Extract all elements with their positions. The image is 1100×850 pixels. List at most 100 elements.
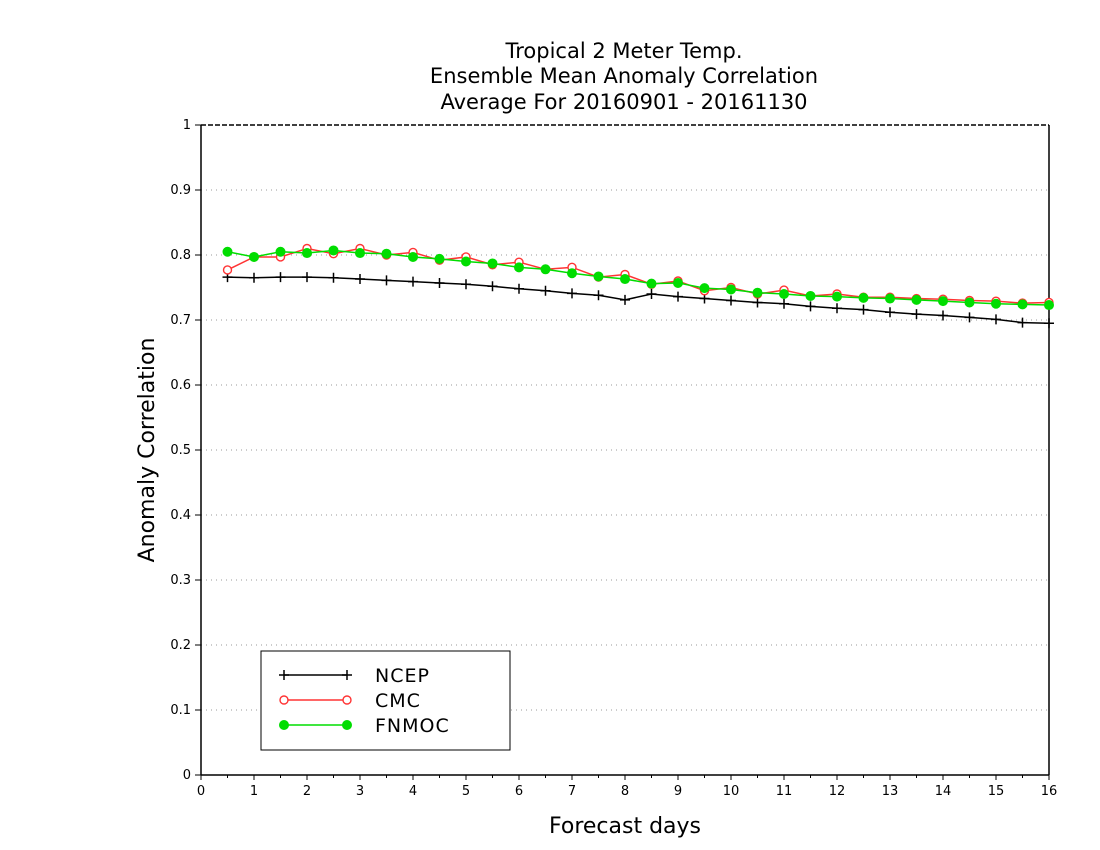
data-point-ncep	[752, 297, 763, 308]
legend-marker-fnmoc	[279, 720, 289, 730]
legend-items: NCEP CMC FNMOC	[279, 665, 450, 737]
data-point-ncep	[593, 290, 604, 301]
data-point-ncep	[275, 272, 286, 283]
series-ncep	[222, 272, 1054, 329]
data-point-fnmoc	[938, 296, 948, 307]
data-point-ncep	[805, 301, 816, 312]
data-point-ncep	[1044, 318, 1054, 329]
legend-marker-ncep	[279, 670, 289, 680]
chart-title-line-2: Ensemble Mean Anomaly Correlation	[430, 64, 818, 88]
x-tick-label: 3	[356, 784, 364, 799]
data-point-ncep	[328, 272, 339, 283]
x-tick-label: 1	[250, 784, 258, 799]
data-point-fnmoc	[593, 271, 604, 282]
x-tick-label: 11	[776, 784, 793, 799]
data-point-fnmoc	[328, 245, 339, 256]
data-point-fnmoc	[832, 291, 842, 302]
y-tick-label: 0.4	[170, 508, 191, 523]
legend-item-cmc: CMC	[279, 690, 421, 712]
x-tick-label: 5	[462, 784, 470, 799]
data-point-ncep	[620, 294, 630, 305]
data-point-fnmoc	[805, 290, 816, 301]
data-point-fnmoc	[726, 284, 736, 295]
data-point-fnmoc	[222, 246, 233, 257]
x-tick-label: 2	[303, 784, 311, 799]
data-point-ncep	[832, 303, 842, 314]
legend-label-fnmoc: FNMOC	[375, 715, 450, 737]
x-axis-label: Forecast days	[549, 814, 701, 839]
y-tick-label: 0.7	[170, 313, 191, 328]
legend-label-cmc: CMC	[375, 690, 421, 712]
y-tick-label: 0.1	[170, 703, 191, 718]
y-tick-label: 0	[183, 768, 191, 783]
legend-marker-fnmoc	[342, 720, 352, 730]
y-tick-label: 1	[183, 118, 191, 133]
legend-marker-cmc	[279, 695, 289, 705]
data-point-ncep	[514, 283, 524, 294]
x-tick-label: 0	[197, 784, 205, 799]
x-tick-label: 12	[829, 784, 846, 799]
data-point-ncep	[540, 285, 551, 296]
data-point-fnmoc	[461, 256, 471, 267]
data-point-fnmoc	[885, 293, 895, 304]
x-tick-label: 8	[621, 784, 629, 799]
series-line-cmc	[227, 247, 1050, 304]
x-tick-label: 6	[515, 784, 523, 799]
data-point-fnmoc	[991, 298, 1001, 309]
data-point-ncep	[461, 279, 471, 290]
data-point-ncep	[646, 289, 657, 299]
data-point-fnmoc	[434, 253, 445, 264]
data-point-fnmoc	[514, 262, 524, 273]
data-point-fnmoc	[408, 251, 418, 262]
y-tick-label: 0.8	[170, 248, 191, 263]
data-point-ncep	[991, 314, 1001, 325]
data-point-ncep	[249, 272, 259, 283]
data-point-fnmoc	[275, 246, 286, 257]
data-point-fnmoc	[487, 258, 498, 269]
x-tick-label: 9	[674, 784, 682, 799]
data-point-fnmoc	[646, 278, 657, 289]
data-point-fnmoc	[699, 283, 710, 294]
data-point-fnmoc	[752, 287, 763, 298]
chart-title-line-1: Tropical 2 Meter Temp.	[504, 39, 742, 63]
data-point-ncep	[1017, 317, 1028, 328]
data-point-ncep	[938, 310, 948, 321]
axes: 00.10.20.30.40.50.60.70.80.910 1 2 3 4 5 6 7 8 9 1…	[170, 118, 1057, 799]
data-point-fnmoc	[779, 289, 789, 299]
data-point-fnmoc	[249, 251, 259, 262]
data-point-ncep	[885, 307, 895, 318]
data-point-fnmoc	[673, 277, 683, 288]
data-point-fnmoc	[964, 297, 975, 308]
data-point-fnmoc	[858, 292, 869, 303]
x-tick-label: 7	[568, 784, 576, 799]
data-point-ncep	[726, 295, 736, 306]
grid-lines	[201, 189, 1049, 711]
data-point-ncep	[434, 277, 445, 288]
data-point-fnmoc	[620, 274, 630, 285]
x-tick-label: 10	[723, 784, 740, 799]
legend-item-ncep: NCEP	[279, 665, 430, 687]
data-point-ncep	[911, 309, 922, 320]
data-point-ncep	[487, 281, 498, 292]
data-point-fnmoc	[381, 248, 392, 259]
legend-item-fnmoc: FNMOC	[279, 715, 450, 737]
data-point-ncep	[673, 291, 683, 302]
legend-label-ncep: NCEP	[375, 665, 430, 687]
data-point-ncep	[964, 312, 975, 323]
y-tick-label: 0.2	[170, 638, 191, 653]
data-point-fnmoc	[1044, 300, 1054, 311]
data-point-ncep	[381, 275, 392, 286]
x-tick-label: 4	[409, 784, 417, 799]
data-point-fnmoc	[540, 264, 551, 275]
x-tick-label: 13	[882, 784, 899, 799]
y-axis-label: Anomaly Correlation	[135, 338, 160, 563]
data-point-fnmoc	[567, 268, 577, 279]
data-point-ncep	[408, 276, 418, 287]
chart-title: Tropical 2 Meter Temp. Ensemble Mean Ano…	[430, 39, 818, 114]
x-tick-label: 14	[935, 784, 952, 799]
legend-marker-cmc	[342, 695, 352, 705]
data-point-fnmoc	[1017, 299, 1028, 310]
data-point-ncep	[567, 288, 577, 299]
legend-marker-ncep	[342, 670, 352, 680]
